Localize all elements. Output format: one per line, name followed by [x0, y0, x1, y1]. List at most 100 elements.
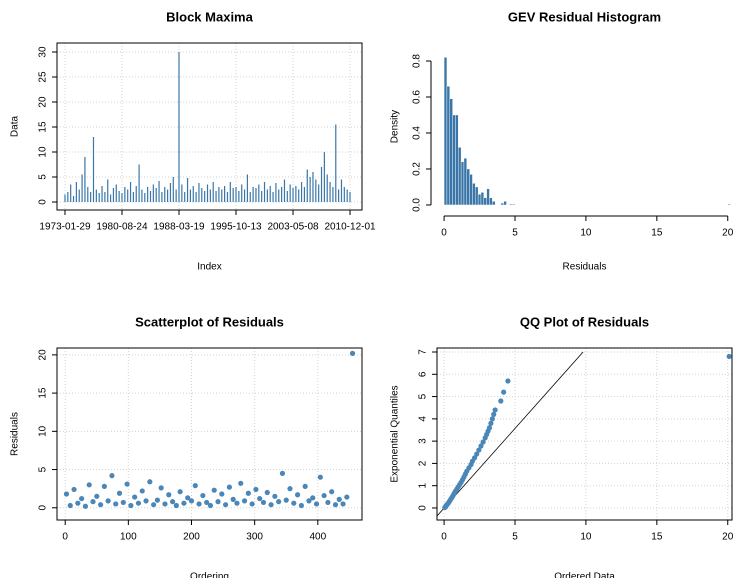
hist-bar	[463, 157, 467, 206]
y-tick-label: 30	[38, 46, 49, 58]
point	[177, 489, 183, 495]
y-tick-label: 0.4	[412, 126, 423, 140]
hist-bar	[458, 147, 462, 206]
point	[151, 502, 157, 508]
point	[97, 502, 104, 508]
y-tick-label: 10	[38, 425, 49, 437]
hist-bar	[469, 174, 473, 206]
marks	[443, 57, 731, 206]
point	[234, 500, 240, 506]
point	[86, 482, 92, 488]
y-tick-label: 0	[38, 505, 49, 511]
y-tick-label: 25	[38, 71, 49, 83]
y-tick-label: 20	[38, 96, 49, 108]
hist-bar	[509, 203, 513, 206]
plot-frame	[56, 42, 363, 211]
point	[317, 474, 323, 480]
point	[147, 479, 153, 485]
point	[264, 489, 270, 496]
point	[128, 502, 134, 509]
point	[340, 501, 346, 507]
y-tick-label: 0.6	[412, 90, 423, 104]
point	[491, 411, 497, 417]
hist-bar	[455, 114, 459, 206]
point	[116, 490, 123, 496]
point	[260, 499, 267, 506]
point	[276, 499, 282, 505]
point	[185, 495, 191, 501]
point	[94, 493, 100, 499]
point	[215, 499, 221, 505]
point	[82, 503, 89, 509]
point	[268, 502, 274, 508]
hist-bar	[483, 197, 487, 206]
y-tick-label: 5	[418, 393, 429, 399]
x-tick-label: 200	[183, 532, 200, 543]
y-tick-label: 0	[38, 199, 49, 205]
y-tick-label: 0.2	[412, 162, 423, 176]
y-tick-label: 15	[38, 387, 49, 399]
panel: Block Maxima Index Data 1973-01-29 1980-08-2…	[10, 9, 376, 272]
hist-bar	[446, 85, 450, 206]
point	[241, 498, 248, 504]
point	[291, 500, 297, 506]
point	[101, 483, 107, 489]
point	[486, 425, 493, 431]
x-tick-label: 20	[722, 532, 734, 543]
y-tick-label: 0.0	[412, 198, 423, 212]
marks	[64, 52, 351, 202]
chart-title: GEV Residual Histogram	[508, 9, 661, 24]
point	[726, 353, 732, 360]
y-tick-label: 6	[418, 371, 429, 377]
point	[505, 378, 511, 384]
plot-frame	[56, 347, 363, 521]
point	[498, 398, 504, 404]
point	[63, 491, 70, 497]
point	[139, 488, 145, 494]
point	[188, 498, 195, 504]
y-tick-label: 1	[418, 482, 429, 488]
point	[162, 501, 168, 507]
point	[471, 455, 478, 461]
x-axis-label: Ordering	[190, 572, 229, 578]
point	[489, 416, 495, 422]
point	[204, 499, 210, 506]
x-tick-label: 0	[441, 228, 447, 239]
x-axis-label: Index	[197, 262, 221, 273]
hist-bar	[460, 161, 465, 206]
point	[226, 484, 232, 490]
point	[253, 486, 259, 493]
point	[332, 502, 339, 508]
point	[321, 492, 327, 499]
point	[283, 497, 289, 503]
x-tick-label: 20	[722, 228, 734, 239]
point	[109, 473, 115, 479]
hist-bar	[472, 183, 476, 206]
point	[306, 498, 312, 504]
hist-bar	[480, 192, 485, 206]
point	[207, 502, 214, 509]
plot-frame	[436, 347, 733, 521]
point	[313, 501, 320, 507]
point	[181, 500, 187, 506]
y-tick-label: 2	[418, 460, 429, 466]
reference-line	[437, 351, 584, 517]
panel: GEV Residual Histogram Residuals Density 0 5…	[390, 9, 734, 272]
hist-bar	[443, 57, 448, 206]
x-tick-label: 10	[580, 228, 592, 239]
point	[120, 499, 126, 506]
x-tick-label: 300	[246, 532, 263, 543]
point	[302, 483, 308, 489]
point	[105, 498, 111, 504]
x-tick-label: 0	[62, 532, 68, 543]
point	[238, 480, 244, 486]
chart-title: Scatterplot of Residuals	[135, 314, 284, 329]
point	[488, 420, 494, 426]
x-tick-label: 1988-03-19	[153, 222, 205, 233]
point	[298, 502, 304, 509]
point	[310, 495, 316, 501]
point	[79, 495, 85, 502]
x-axis-label: Ordered Data	[554, 572, 615, 578]
point	[476, 447, 482, 453]
point	[211, 487, 217, 493]
